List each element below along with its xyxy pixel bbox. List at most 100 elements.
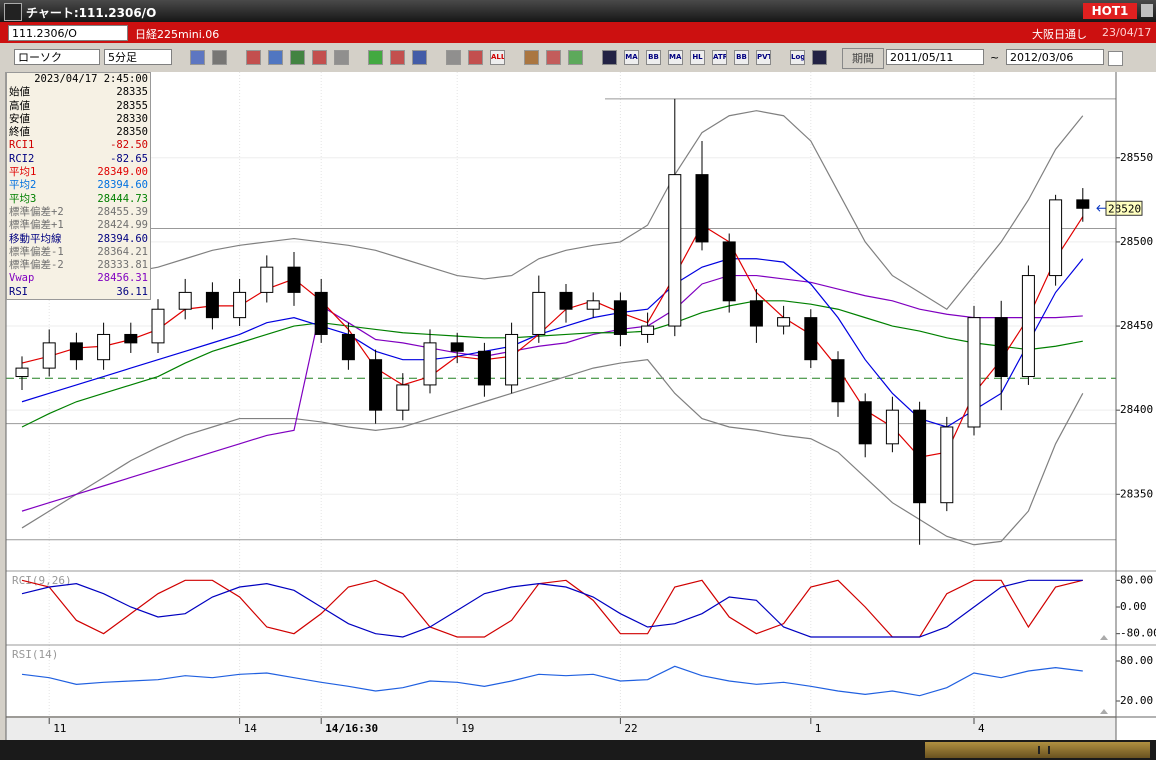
- candle-body: [178, 291, 192, 310]
- tool-icon[interactable]: [368, 50, 383, 65]
- panel-marker: [1100, 635, 1108, 640]
- candle-body: [559, 291, 573, 310]
- y-tick-label: 28500: [1120, 235, 1153, 248]
- candle-body: [151, 308, 165, 344]
- checkbox[interactable]: [1108, 51, 1123, 66]
- info-row: RSI 36.11: [7, 286, 150, 299]
- tool-button[interactable]: ALL: [490, 50, 505, 65]
- candle-body: [695, 174, 709, 243]
- indicator-line: [21, 274, 1083, 512]
- info-value: 28350: [116, 126, 148, 139]
- candle-body: [885, 409, 899, 445]
- info-label: RCI1: [9, 139, 35, 152]
- y-tick-label: 0.00: [1120, 600, 1147, 613]
- candle-body: [369, 359, 383, 411]
- candle-body: [505, 333, 519, 386]
- tool-icon[interactable]: [190, 50, 205, 65]
- hot-button[interactable]: HOT1: [1083, 3, 1137, 19]
- tool-icon[interactable]: [568, 50, 583, 65]
- info-row: 標準偏差+2 28455.39: [7, 206, 150, 219]
- y-tick-label: 28400: [1120, 403, 1153, 416]
- tool-icon[interactable]: [390, 50, 405, 65]
- tool-icon[interactable]: [524, 50, 539, 65]
- candle-body: [722, 241, 736, 302]
- tool-icon[interactable]: [212, 50, 227, 65]
- tool-button[interactable]: BB: [646, 50, 661, 65]
- candle-body: [641, 325, 655, 335]
- chart-type-select[interactable]: ローソク: [14, 49, 100, 65]
- tool-button[interactable]: Log: [790, 50, 805, 65]
- period-button[interactable]: 期間: [842, 48, 884, 69]
- scroll-thumb[interactable]: [925, 742, 1150, 758]
- symbol-select[interactable]: 111.2306/O: [8, 25, 128, 41]
- info-row: 始値 28335: [7, 86, 150, 99]
- info-value: 36.11: [116, 285, 148, 298]
- to-date[interactable]: 2012/03/06: [1006, 49, 1104, 65]
- instrument-name: 日経225mini.06: [135, 28, 220, 41]
- indicator-line: [21, 110, 1084, 311]
- candle-body: [967, 317, 981, 428]
- candle-body: [450, 342, 464, 352]
- candle-body: [287, 266, 301, 293]
- tool-icon[interactable]: [812, 50, 827, 65]
- from-date[interactable]: 2011/05/11: [886, 49, 984, 65]
- x-tick-label: 11: [53, 722, 66, 735]
- info-label: 高値: [9, 99, 30, 112]
- tool-icon[interactable]: [546, 50, 561, 65]
- candle-body: [97, 333, 111, 361]
- tool-icon[interactable]: [268, 50, 283, 65]
- date: 23/04/17: [1102, 26, 1152, 39]
- app-icon: [4, 3, 22, 21]
- info-value: 28364.21: [97, 245, 148, 258]
- y-tick-label: 80.00: [1120, 573, 1153, 586]
- info-box: 2023/04/17 2:45:00 始値 28335 高値 28355 安値 28330…: [6, 72, 151, 300]
- indicator-line: [21, 300, 1083, 428]
- candle-body: [1021, 275, 1035, 378]
- y-tick-label: 80.00: [1120, 654, 1153, 667]
- tool-icon[interactable]: [446, 50, 461, 65]
- candle-body: [260, 266, 274, 293]
- panel-marker: [1100, 709, 1108, 714]
- tool-icon[interactable]: [290, 50, 305, 65]
- tool-icon[interactable]: [334, 50, 349, 65]
- indicator-line: [21, 216, 1084, 458]
- info-value: 28330: [116, 112, 148, 125]
- tool-icon[interactable]: [602, 50, 617, 65]
- tool-button[interactable]: HL: [690, 50, 705, 65]
- tool-button[interactable]: PVT: [756, 50, 771, 65]
- tool-icon[interactable]: [312, 50, 327, 65]
- info-value: -82.50: [110, 139, 148, 152]
- info-label: 平均1: [9, 166, 37, 179]
- info-value: -82.65: [110, 152, 148, 165]
- scrollbar: [0, 740, 1156, 760]
- tool-icon[interactable]: [246, 50, 261, 65]
- toolbar: ローソク 5分足 ALL MA BB MAE HL ATR BB PVT Log 期間 2011…: [0, 44, 1156, 71]
- info-label: 安値: [9, 112, 30, 125]
- tool-icon[interactable]: [412, 50, 427, 65]
- info-row: RCI1 -82.50: [7, 139, 150, 152]
- info-row: 標準偏差-2 28333.81: [7, 259, 150, 272]
- x-axis-background: [6, 718, 1116, 740]
- info-row: 平均1 28349.00: [7, 166, 150, 179]
- info-row: RCI2 -82.65: [7, 153, 150, 166]
- x-tick-label: 1: [815, 722, 822, 735]
- interval-select[interactable]: 5分足: [104, 49, 172, 65]
- tool-button[interactable]: MAE: [668, 50, 683, 65]
- info-row: 高値 28355: [7, 100, 150, 113]
- tool-button[interactable]: ATR: [712, 50, 727, 65]
- info-row: 終値 28350: [7, 126, 150, 139]
- y-tick-label: -80.00: [1120, 627, 1156, 640]
- info-value: 28394.60: [97, 232, 148, 245]
- candle-body: [831, 359, 845, 403]
- close-button[interactable]: [1141, 4, 1153, 17]
- x-tick-label: 14/16:30: [325, 722, 378, 735]
- x-tick-label: 22: [624, 722, 637, 735]
- tool-button[interactable]: BB: [734, 50, 749, 65]
- candle-body: [586, 300, 600, 310]
- tool-icon[interactable]: [468, 50, 483, 65]
- candle-body: [777, 317, 791, 327]
- indicator-line: [21, 258, 1084, 428]
- tool-button[interactable]: MA: [624, 50, 639, 65]
- price-tag: [1105, 200, 1143, 216]
